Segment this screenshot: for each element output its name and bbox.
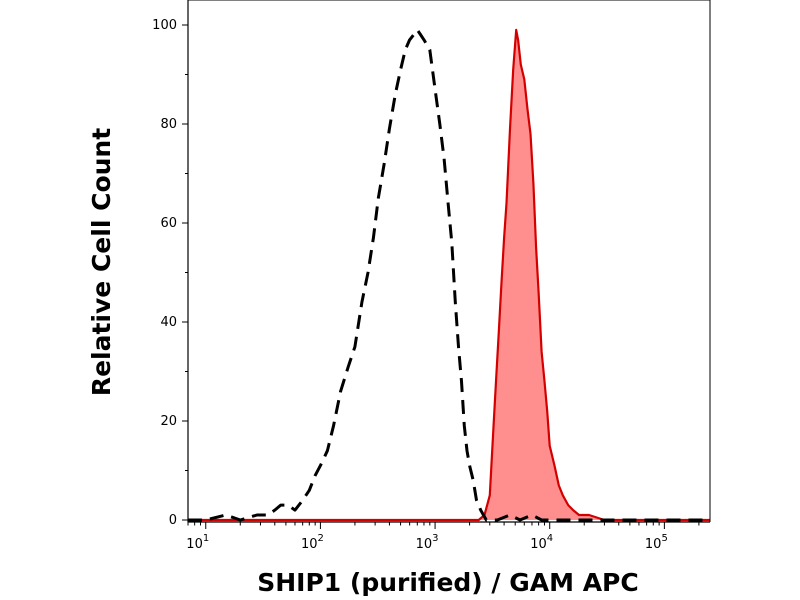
y-tick-label-2: 40 xyxy=(160,315,177,330)
y-tick-label-5: 100 xyxy=(152,18,177,33)
y-tick-label-0: 0 xyxy=(169,513,177,528)
series-layer xyxy=(188,28,710,522)
y-tick-label-1: 20 xyxy=(160,414,177,429)
x-tick-label-3: 104 xyxy=(530,533,553,552)
series-0-line xyxy=(188,28,710,522)
x-tick-label-4: 105 xyxy=(645,533,668,552)
y-tick-label-3: 60 xyxy=(160,216,177,231)
x-tick-label-2: 103 xyxy=(416,533,439,552)
ticks-layer: 0 20 40 60 80 100 101 102 103 104 105 xyxy=(152,18,700,552)
axes-layer xyxy=(187,0,711,523)
series-1-line xyxy=(188,28,710,522)
x-tick-label-1: 102 xyxy=(301,533,324,552)
series-1-area xyxy=(188,29,710,521)
y-axis-title: Relative Cell Count xyxy=(87,128,116,396)
x-tick-label-0: 101 xyxy=(186,533,209,552)
y-tick-label-4: 80 xyxy=(160,117,177,132)
x-axis-title: SHIP1 (purified) / GAM APC xyxy=(257,568,638,597)
